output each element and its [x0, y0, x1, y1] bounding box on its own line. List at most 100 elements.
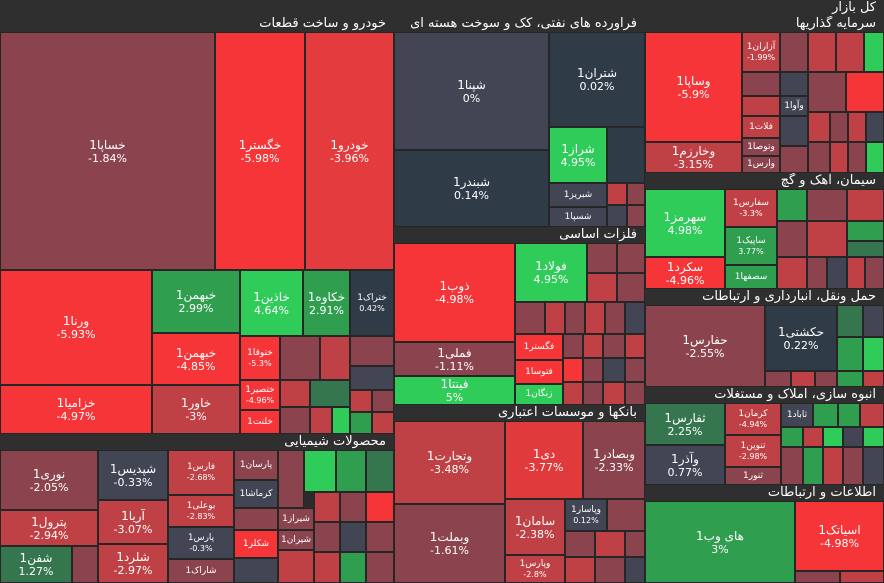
stock-tile[interactable]	[803, 447, 823, 485]
stock-tile[interactable]	[860, 403, 884, 427]
stock-tile[interactable]	[366, 552, 394, 583]
stock-tile[interactable]	[565, 557, 595, 583]
stock-tile-shedis[interactable]: شپدیس1 -0.33%	[98, 450, 168, 500]
stock-tile-khazin[interactable]: خاذین1 4.64%	[240, 270, 303, 336]
stock-tile-fgostar[interactable]: فگستر1	[515, 334, 563, 360]
stock-tile[interactable]	[838, 403, 860, 427]
stock-tile[interactable]	[777, 221, 807, 257]
stock-tile[interactable]	[625, 334, 645, 358]
sector-header-metals[interactable]: فلزات اساسی	[394, 227, 645, 243]
stock-tile[interactable]	[565, 302, 585, 334]
stock-tile[interactable]	[583, 382, 603, 405]
stock-tile[interactable]	[780, 72, 808, 96]
stock-tile[interactable]	[808, 32, 836, 72]
stock-tile-hkeshti[interactable]: حکشتی1 0.22%	[765, 305, 837, 371]
stock-tile-khtoga[interactable]: ختوقا1 -5.3%	[240, 336, 280, 380]
stock-tile[interactable]	[583, 334, 603, 358]
stock-tile-vrena[interactable]: ورنا1 -5.93%	[0, 270, 152, 385]
stock-tile-booali[interactable]: بوعلی1 -2.83%	[168, 495, 234, 527]
stock-tile[interactable]	[563, 382, 583, 405]
stock-tile[interactable]	[815, 371, 837, 387]
stock-tile[interactable]	[310, 380, 350, 407]
stock-tile-khbahmn[interactable]: خبهمن1 -4.85%	[152, 333, 240, 385]
stock-tile-azaran[interactable]: آزاران1 -1.99%	[742, 32, 780, 72]
stock-tile[interactable]	[830, 142, 848, 173]
stock-tile[interactable]	[314, 522, 340, 552]
stock-tile-sapik[interactable]: ساپیک1 3.77%	[725, 227, 777, 265]
stock-tile[interactable]	[336, 450, 366, 492]
stock-tile[interactable]	[863, 447, 884, 485]
stock-tile[interactable]	[625, 382, 645, 405]
stock-tile[interactable]	[583, 358, 603, 382]
stock-tile[interactable]	[340, 552, 366, 583]
stock-tile[interactable]	[863, 427, 884, 447]
stock-tile[interactable]	[545, 302, 565, 334]
stock-tile-shelard[interactable]: شلرد1 -2.97%	[98, 544, 168, 583]
stock-tile[interactable]	[807, 257, 827, 289]
stock-tile[interactable]	[310, 407, 332, 434]
stock-tile-fars[interactable]: فارس1 -2.68%	[168, 450, 234, 495]
stock-tile[interactable]	[350, 390, 372, 412]
stock-tile-sabad[interactable]: ثاباد1	[781, 403, 813, 427]
stock-tile-vazar[interactable]: وآذر1 0.77%	[645, 445, 725, 485]
stock-tile-khkava[interactable]: خکاوه1 2.91%	[303, 270, 350, 336]
stock-tile[interactable]	[603, 382, 625, 405]
stock-tile[interactable]	[781, 447, 803, 485]
stock-tile-sesfaha[interactable]: سصفها1	[725, 265, 777, 289]
stock-tile-khzamia[interactable]: خزامیا1 -4.97%	[0, 385, 152, 434]
stock-tile[interactable]	[366, 492, 394, 522]
stock-tile-shsapa[interactable]: شسپا1	[549, 207, 607, 227]
stock-tile[interactable]	[781, 427, 803, 447]
stock-tile[interactable]	[837, 337, 863, 371]
stock-tile-vkharazm[interactable]: وخارزم1 -3.15%	[645, 142, 742, 173]
stock-tile[interactable]	[234, 558, 278, 583]
stock-tile[interactable]	[350, 336, 394, 366]
stock-tile[interactable]	[607, 205, 627, 227]
stock-tile[interactable]	[847, 241, 884, 257]
stock-tile-khbahman[interactable]: خبهمن1 2.99%	[152, 270, 240, 333]
stock-tile[interactable]	[865, 257, 884, 289]
stock-tile[interactable]	[605, 302, 625, 334]
stock-tile-tnovin[interactable]: تنوین1 -2.98%	[725, 435, 781, 467]
stock-tile-khavar[interactable]: خاور1 -3%	[152, 385, 240, 434]
stock-tile-khtsepir[interactable]: ختصیر1 -4.96%	[240, 380, 280, 410]
stock-tile[interactable]	[234, 508, 278, 530]
stock-tile[interactable]	[808, 142, 830, 173]
stock-tile[interactable]	[837, 371, 863, 387]
stock-tile[interactable]	[847, 221, 884, 241]
stock-tile[interactable]	[595, 557, 625, 583]
stock-tile-kerman[interactable]: کرمان1 -4.94%	[725, 403, 781, 435]
stock-tile-khlant[interactable]: خلنت1	[240, 410, 280, 434]
stock-tile[interactable]	[765, 371, 791, 387]
stock-tile-shekalar[interactable]: شکلر1	[234, 530, 278, 558]
stock-tile[interactable]	[603, 334, 625, 358]
stock-tile-vava[interactable]: وآوا1	[780, 96, 808, 116]
stock-tile[interactable]	[563, 334, 583, 358]
stock-tile-thfars[interactable]: ثفارس1 2.25%	[645, 403, 725, 445]
stock-tile[interactable]	[863, 305, 884, 337]
stock-tile[interactable]	[340, 492, 366, 522]
stock-tile-hiweb[interactable]: های وب1 3%	[645, 501, 795, 583]
stock-tile[interactable]	[280, 380, 310, 407]
stock-tile[interactable]	[565, 531, 595, 557]
stock-tile[interactable]	[795, 571, 840, 583]
stock-tile-parsan[interactable]: پارسان1	[234, 450, 278, 480]
stock-tile-khgostar[interactable]: خگستر1 -5.98%	[215, 32, 305, 270]
stock-tile-petrol[interactable]: پترول1 -2.94%	[0, 510, 98, 546]
stock-tile[interactable]	[372, 412, 394, 434]
stock-tile[interactable]	[847, 189, 884, 221]
stock-tile[interactable]	[366, 522, 394, 552]
stock-tile[interactable]	[863, 337, 884, 371]
stock-tile[interactable]	[823, 447, 843, 485]
stock-tile-khsapa[interactable]: خساپا1 -1.84%	[0, 32, 215, 270]
stock-tile[interactable]	[780, 146, 808, 173]
sector-header-investment[interactable]: سرمایه گذاریها	[645, 16, 884, 32]
stock-tile[interactable]	[617, 243, 645, 273]
stock-tile[interactable]	[823, 427, 843, 447]
stock-tile-varas[interactable]: وارس1	[742, 156, 780, 173]
stock-tile[interactable]	[332, 407, 350, 434]
stock-tile[interactable]	[278, 450, 304, 508]
stock-tile-vtosa[interactable]: وتوصا1	[742, 138, 780, 156]
stock-tile-vbsader[interactable]: وبصادر1 -2.33%	[583, 421, 645, 499]
stock-tile[interactable]	[595, 531, 625, 557]
